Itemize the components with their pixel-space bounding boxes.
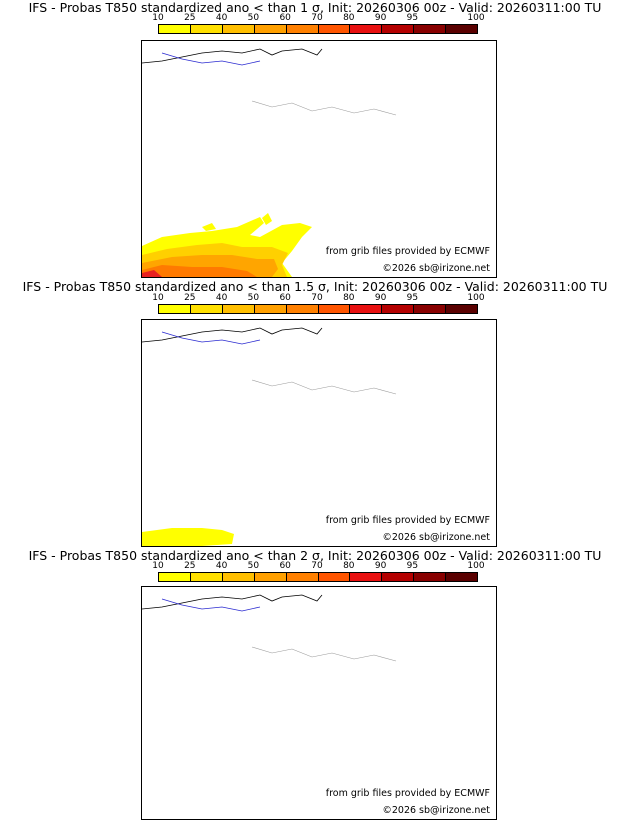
colorbar-swatch — [382, 305, 415, 313]
panel-title: IFS - Probas T850 standardized ano < tha… — [22, 279, 608, 294]
colorbar-swatch — [159, 305, 191, 313]
source-credit: from grib files provided by ECMWF — [325, 515, 490, 526]
colorbar-swatch — [414, 573, 447, 581]
copyright: ©2026 sb@irizone.net — [382, 532, 490, 543]
colorbar-label: 70 — [311, 293, 323, 303]
colorbar-label: 95 — [406, 293, 419, 303]
copyright: ©2026 sb@irizone.net — [382, 263, 490, 274]
colorbar-label: 10 — [152, 561, 164, 571]
colorbar-swatch — [318, 25, 351, 33]
colorbar-swatch — [159, 25, 191, 33]
base-map — [142, 594, 397, 662]
colorbar-label: 25 — [184, 561, 196, 571]
colorbar-swatch — [222, 25, 255, 33]
map-canvas — [142, 594, 397, 662]
colorbar-label: 90 — [374, 293, 387, 303]
colorbar — [158, 304, 478, 314]
colorbar-swatch — [414, 25, 447, 33]
colorbar-swatch — [286, 25, 319, 33]
colorbar-label: 25 — [184, 13, 196, 23]
colorbar-label: 80 — [343, 561, 355, 571]
colorbar-labels: 10 25 40 50 60 70 80 90 95 100 — [152, 13, 485, 23]
colorbar-label: 60 — [279, 13, 291, 23]
colorbar-label: 70 — [311, 561, 323, 571]
france-map: from grib files provided by ECMWF ©2026 … — [141, 586, 497, 820]
map-canvas — [142, 48, 397, 277]
colorbar-label: 40 — [215, 293, 228, 303]
colorbar-label: 10 — [152, 293, 164, 303]
colorbar-swatch — [446, 305, 478, 313]
probability-field — [142, 528, 234, 546]
map-panel-2: IFS - Probas T850 standardized ano < tha… — [0, 276, 630, 547]
colorbar-swatch — [350, 305, 383, 313]
colorbar-label: 25 — [184, 293, 196, 303]
colorbar-swatch — [190, 573, 223, 581]
source-credit: from grib files provided by ECMWF — [325, 246, 490, 257]
colorbar-swatch — [446, 25, 478, 33]
colorbar-swatch — [382, 25, 415, 33]
colorbar-swatch — [286, 573, 319, 581]
colorbar — [158, 572, 478, 582]
colorbar-label: 60 — [279, 293, 291, 303]
copyright: ©2026 sb@irizone.net — [382, 805, 490, 816]
colorbar-label: 95 — [406, 561, 419, 571]
colorbar-label: 80 — [343, 293, 355, 303]
colorbar-swatch — [190, 25, 223, 33]
colorbar-label: 50 — [247, 561, 260, 571]
colorbar-label: 90 — [374, 13, 387, 23]
colorbar-labels: 10 25 40 50 60 70 80 90 95 100 — [152, 293, 485, 303]
map-canvas — [142, 327, 397, 546]
colorbar-swatch — [382, 573, 415, 581]
map-panel-1: IFS - Probas T850 standardized ano < tha… — [0, 0, 630, 278]
colorbar-label: 100 — [467, 561, 485, 571]
panel-title: IFS - Probas T850 standardized ano < tha… — [28, 548, 602, 563]
colorbar-label: 40 — [215, 561, 228, 571]
colorbar-label: 70 — [311, 13, 323, 23]
colorbar-label: 10 — [152, 13, 164, 23]
colorbar-label: 95 — [406, 13, 419, 23]
colorbar-label: 50 — [247, 293, 260, 303]
france-map: from grib files provided by ECMWF ©2026 … — [141, 319, 497, 547]
source-credit: from grib files provided by ECMWF — [325, 788, 490, 799]
colorbar-swatch — [190, 305, 223, 313]
colorbar-swatch — [318, 573, 351, 581]
colorbar-swatch — [254, 305, 287, 313]
colorbar-swatch — [350, 573, 383, 581]
colorbar-swatch — [222, 305, 255, 313]
colorbar-label: 90 — [374, 561, 387, 571]
panel-title: IFS - Probas T850 standardized ano < tha… — [28, 0, 602, 15]
colorbar — [158, 24, 478, 34]
probability-field — [142, 213, 312, 277]
colorbar-swatch — [222, 573, 255, 581]
colorbar-label: 100 — [467, 293, 485, 303]
colorbar-label: 100 — [467, 13, 485, 23]
colorbar-labels: 10 25 40 50 60 70 80 90 95 100 — [152, 561, 485, 571]
colorbar-label: 60 — [279, 561, 291, 571]
colorbar-label: 50 — [247, 13, 260, 23]
colorbar-swatch — [159, 573, 191, 581]
colorbar-label: 80 — [343, 13, 355, 23]
colorbar-label: 40 — [215, 13, 228, 23]
colorbar-swatch — [254, 25, 287, 33]
base-map — [142, 48, 397, 116]
colorbar-swatch — [446, 573, 478, 581]
colorbar-swatch — [254, 573, 287, 581]
base-map — [142, 327, 397, 395]
france-map: from grib files provided by ECMWF ©2026 … — [141, 40, 497, 278]
colorbar-swatch — [318, 305, 351, 313]
colorbar-swatch — [414, 305, 447, 313]
map-panel-3: IFS - Probas T850 standardized ano < tha… — [0, 544, 630, 828]
colorbar-swatch — [350, 25, 383, 33]
colorbar-swatch — [286, 305, 319, 313]
